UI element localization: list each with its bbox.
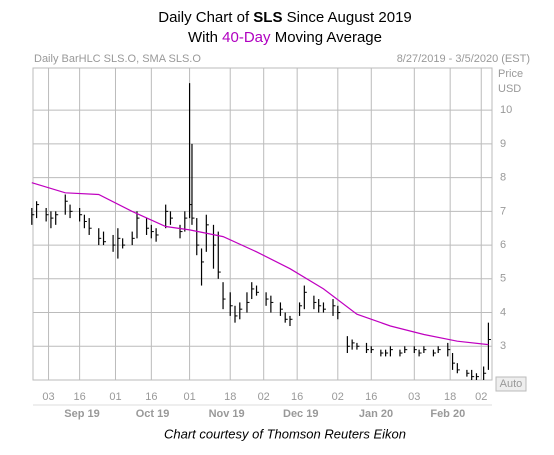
x-tick-label: 16 [145, 391, 157, 403]
scale-mode-box [495, 376, 527, 392]
x-tick-label: 02 [332, 391, 344, 403]
x-tick-label: 03 [408, 391, 420, 403]
y-tick-label: 6 [500, 239, 506, 251]
y-tick-label: 8 [500, 172, 506, 184]
month-label: Nov 19 [209, 408, 245, 420]
header-right: 8/27/2019 - 3/5/2020 (EST) [397, 53, 530, 65]
chart-title: Daily Chart of SLS Since August 2019 [158, 9, 412, 26]
y-axis-label: Price [498, 68, 523, 80]
x-tick-label: 01 [109, 391, 121, 403]
title-part: Since August 2019 [282, 9, 411, 26]
sma-line [31, 182, 489, 346]
month-label: Oct 19 [136, 408, 170, 420]
subtitle-part: Moving Average [271, 29, 382, 46]
x-tick-label: 18 [224, 391, 236, 403]
y-tick-label: 7 [500, 205, 506, 217]
y-tick-label: 3 [500, 340, 506, 352]
x-tick-label: 18 [444, 391, 456, 403]
title-part: SLS [253, 9, 282, 26]
month-label: Dec 19 [283, 408, 318, 420]
footer: Chart courtesy of Thomson Reuters Eikon [164, 426, 406, 441]
x-tick-label: 16 [365, 391, 377, 403]
month-label: Sep 19 [64, 408, 99, 420]
x-tick-label: 01 [183, 391, 195, 403]
header-left: Daily BarHLC SLS.O, SMA SLS.O [34, 53, 201, 65]
y-tick-label: 5 [500, 273, 506, 285]
x-tick-label: 02 [475, 391, 487, 403]
subtitle-part: With [188, 29, 222, 46]
y-tick-label: 4 [500, 306, 506, 318]
x-tick-label: 16 [291, 391, 303, 403]
scale-mode: Auto [500, 378, 523, 390]
x-tick-label: 03 [42, 391, 54, 403]
plot-frame [32, 67, 493, 381]
chart-subtitle: With 40-Day Moving Average [188, 29, 382, 46]
y-tick-label: 9 [500, 138, 506, 150]
x-tick-label: 16 [73, 391, 85, 403]
month-label: Jan 20 [359, 408, 393, 420]
y-axis-label: USD [498, 83, 521, 95]
subtitle-part: 40-Day [222, 29, 271, 46]
title-part: Daily Chart of [158, 9, 253, 26]
month-label: Feb 20 [430, 408, 465, 420]
y-tick-label: 10 [500, 104, 512, 116]
x-tick-label: 02 [258, 391, 270, 403]
